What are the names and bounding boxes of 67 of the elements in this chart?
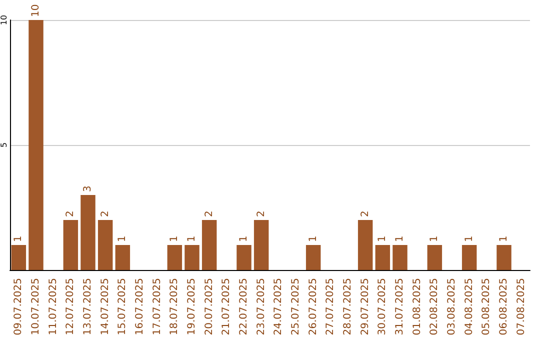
- bar: [28, 20, 44, 270]
- x-tick-label: 23.07.2025: [256, 278, 267, 336]
- bar: [236, 245, 252, 270]
- data-label: 1: [186, 236, 198, 242]
- x-tick-label: 10.07.2025: [30, 278, 42, 336]
- x-tick-label: 19.07.2025: [186, 278, 198, 336]
- bar: [462, 245, 477, 270]
- x-tick-label: 01.08.2025: [412, 278, 423, 336]
- bar: [496, 245, 512, 270]
- y-tick-label: 5: [0, 142, 8, 148]
- data-label: 1: [498, 236, 510, 242]
- x-tick-label: 26.07.2025: [308, 278, 319, 336]
- bar: [184, 245, 200, 270]
- bar: [392, 245, 408, 270]
- x-tick-label: 21.07.2025: [221, 278, 232, 336]
- x-tick-label: 09.07.2025: [13, 278, 24, 336]
- x-tick-label: 30.07.2025: [377, 278, 388, 336]
- data-label: 2: [204, 210, 215, 217]
- data-label: 1: [13, 236, 24, 242]
- x-tick-label: 05.08.2025: [481, 278, 492, 336]
- x-tick-label: 12.07.2025: [65, 278, 76, 336]
- x-tick-label: 13.07.2025: [82, 278, 94, 336]
- x-tick-label: 20.07.2025: [204, 278, 215, 336]
- bar: [358, 220, 373, 270]
- data-label: 1: [429, 236, 440, 242]
- x-tick-label: 16.07.2025: [134, 278, 146, 336]
- x-tick-label: 07.08.2025: [516, 278, 527, 336]
- data-label: 2: [360, 210, 371, 217]
- bar: [202, 220, 217, 270]
- data-label: 2: [65, 210, 76, 217]
- data-label: 1: [464, 236, 475, 242]
- data-label: 1: [169, 236, 180, 242]
- x-tick-label: 27.07.2025: [325, 278, 336, 336]
- x-tick-label: 24.07.2025: [273, 278, 284, 336]
- data-label: 2: [100, 210, 111, 217]
- x-tick-label: 03.08.2025: [446, 278, 458, 336]
- x-tick-label: 29.07.2025: [360, 278, 371, 336]
- data-label: 1: [377, 236, 388, 242]
- x-tick-label: 11.07.2025: [48, 278, 59, 336]
- bar: [115, 245, 130, 270]
- x-tick-label: 02.08.2025: [429, 278, 440, 336]
- x-tick-label: 15.07.2025: [117, 278, 128, 336]
- bar: [98, 220, 113, 270]
- data-label: 3: [82, 186, 94, 192]
- bar: [63, 220, 78, 270]
- x-tick-label: 25.07.2025: [290, 278, 302, 336]
- data-label: 1: [117, 236, 128, 242]
- x-tick-label: 22.07.2025: [238, 278, 250, 336]
- x-tick-label: 17.07.2025: [152, 278, 163, 336]
- bar: [80, 195, 96, 270]
- x-tick-label: 31.07.2025: [394, 278, 406, 336]
- bar: [306, 245, 321, 270]
- bar: [11, 245, 26, 270]
- data-label: 1: [238, 236, 250, 242]
- bar: [254, 220, 269, 270]
- bar: [427, 245, 442, 270]
- data-label: 10: [30, 4, 42, 17]
- data-label: 1: [394, 236, 406, 242]
- data-label: 2: [256, 210, 267, 217]
- x-tick-label: 06.08.2025: [498, 278, 510, 336]
- bar: [167, 245, 182, 270]
- x-tick-label: 04.08.2025: [464, 278, 475, 336]
- x-tick-label: 28.07.2025: [342, 278, 354, 336]
- x-tick-label: 18.07.2025: [169, 278, 180, 336]
- data-label: 1: [308, 236, 319, 242]
- bar: [375, 245, 390, 270]
- x-tick-label: 14.07.2025: [100, 278, 111, 336]
